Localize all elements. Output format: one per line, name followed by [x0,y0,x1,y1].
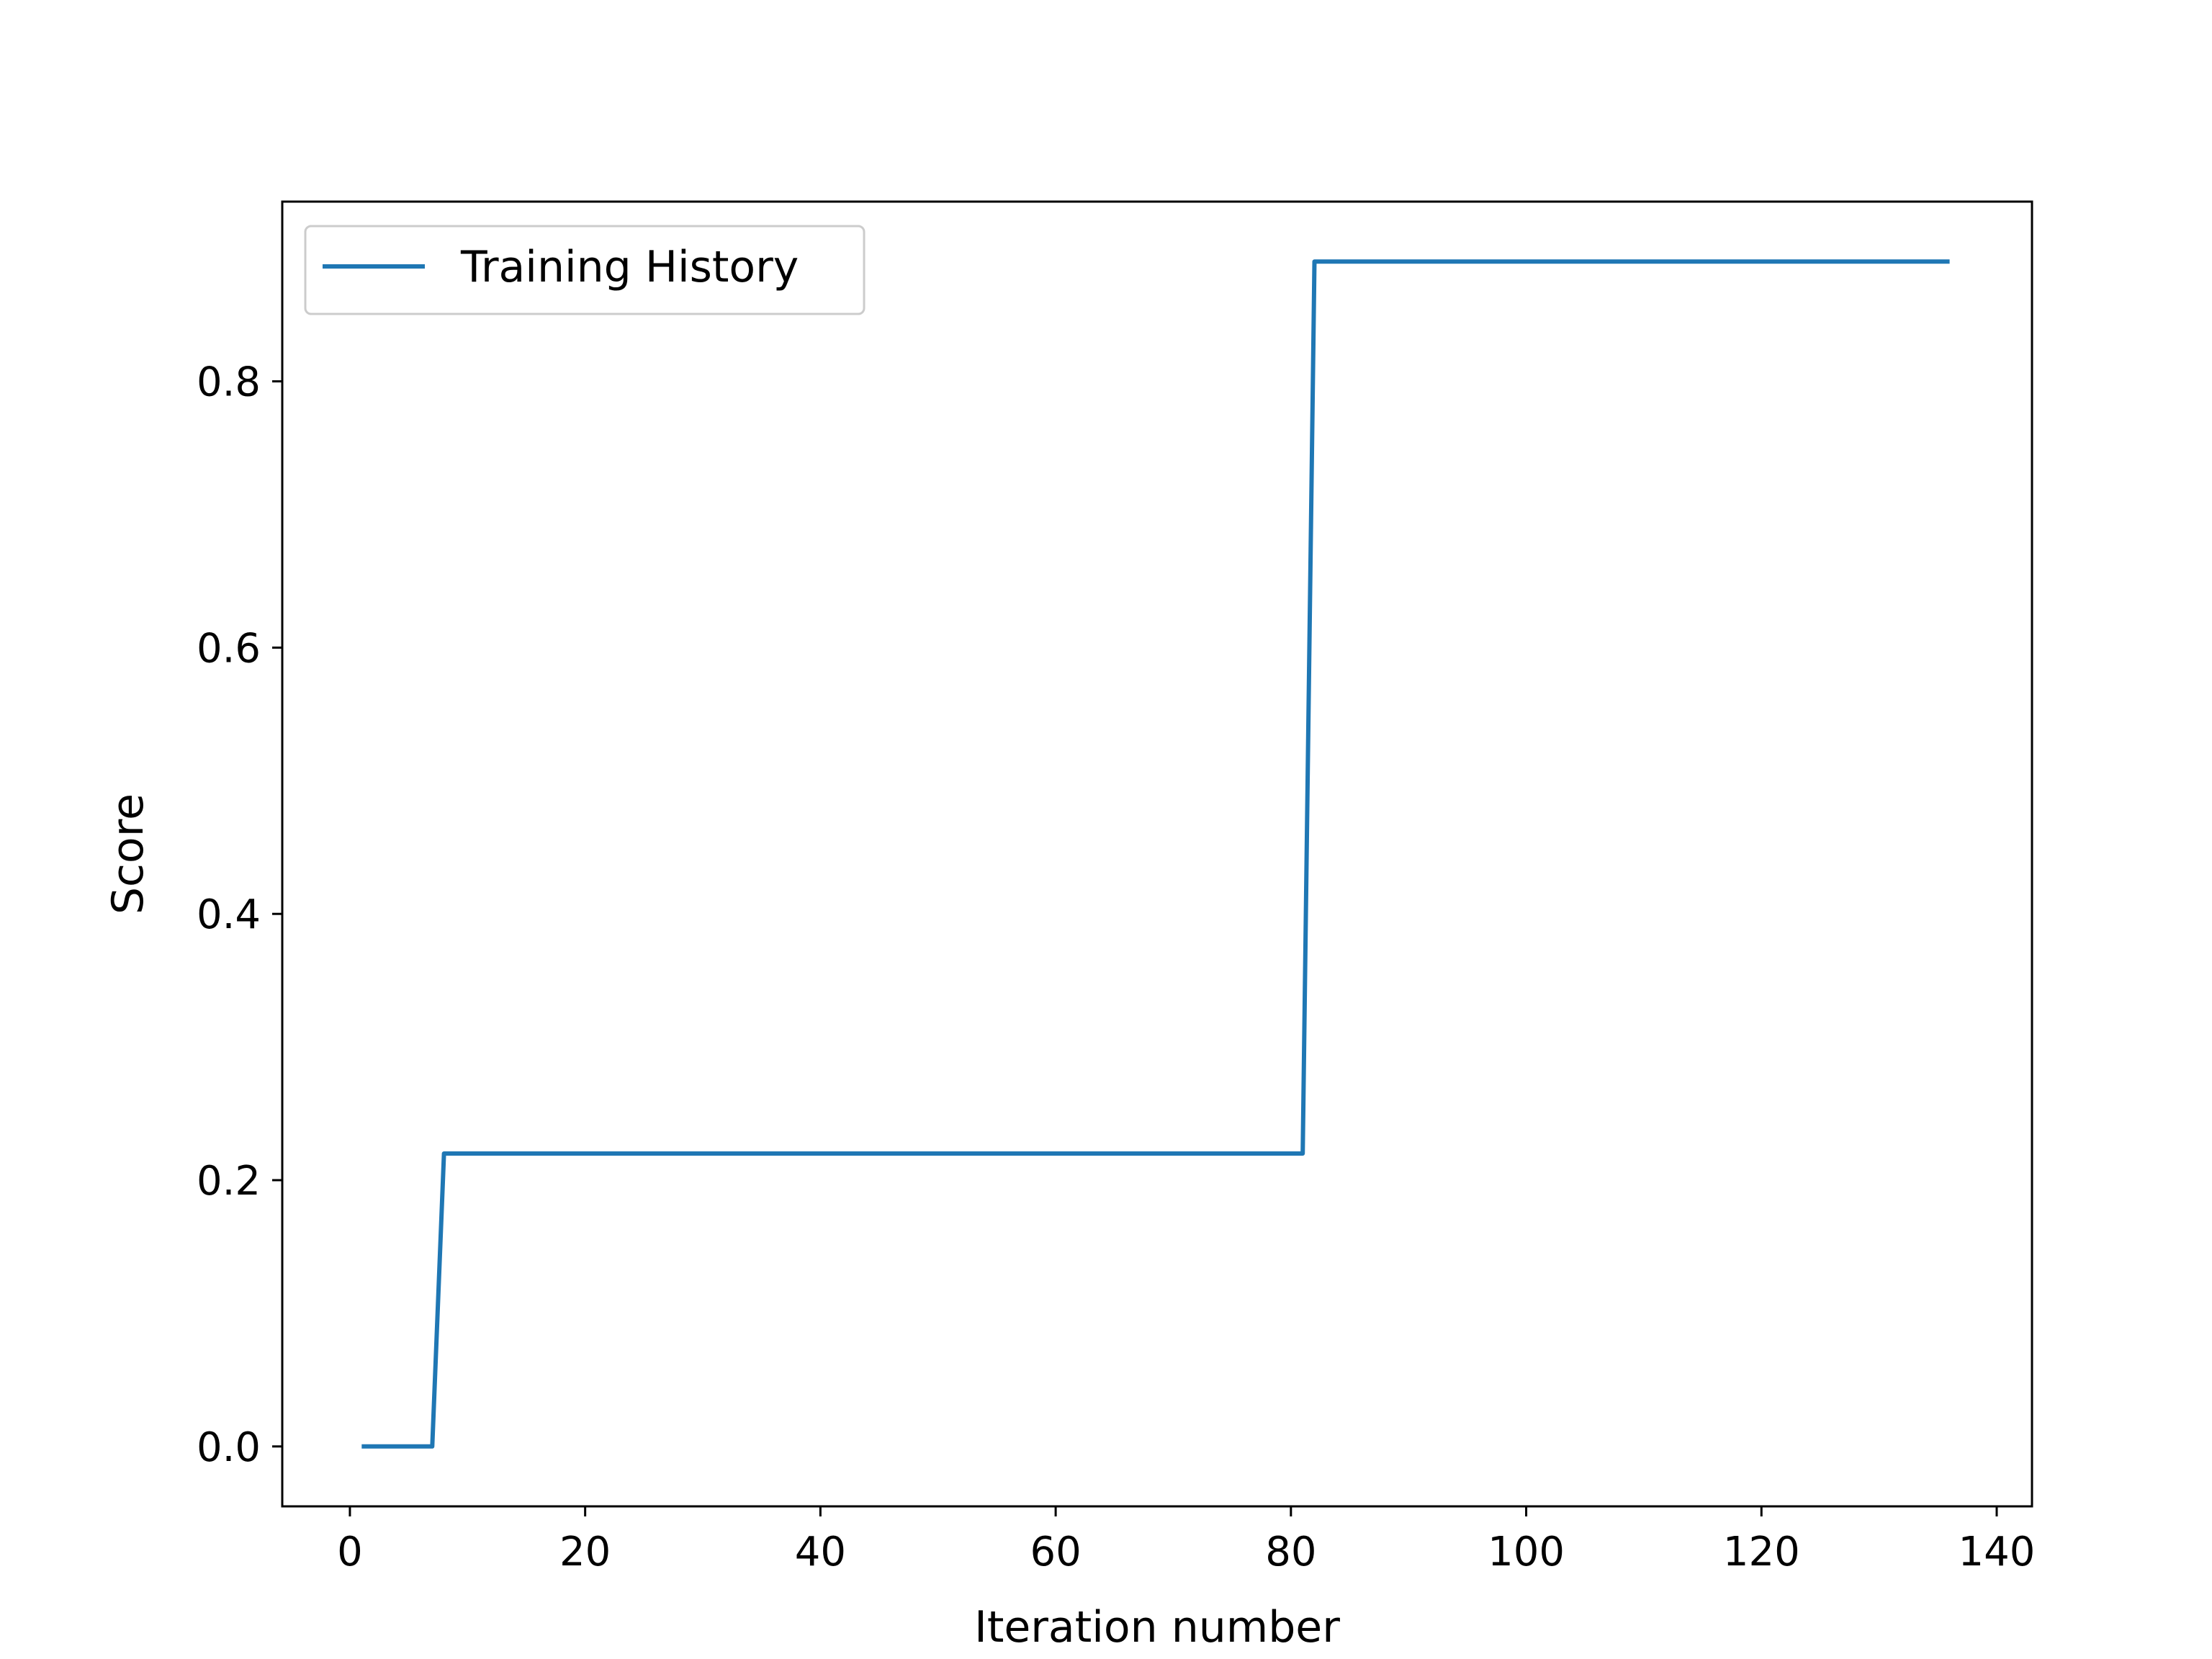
x-tick-label: 140 [1959,1529,2036,1575]
y-tick-label: 0.4 [197,891,261,938]
series-line-training-history [361,259,1950,1449]
x-tick-label: 120 [1723,1529,1800,1575]
x-tick-label: 80 [1265,1529,1316,1575]
plot-frame [281,200,2033,1508]
x-tick-label: 0 [337,1529,363,1575]
x-axis: 0 20 40 60 80 100 120 140 [337,1506,2035,1575]
legend-box [304,225,866,315]
legend: Training History [304,225,866,315]
x-tick-label: 100 [1488,1529,1565,1575]
y-tick-label: 0.0 [197,1424,261,1471]
y-tick-label: 0.8 [197,359,261,406]
y-tick-label: 0.6 [197,625,261,672]
y-axis: 0.0 0.2 0.4 0.6 0.8 [197,359,282,1471]
x-tick-label: 20 [559,1529,611,1575]
y-tick-label: 0.2 [197,1158,261,1205]
x-tick-label: 60 [1030,1529,1081,1575]
plot-area [282,202,2032,1506]
legend-label: Training History [460,242,799,292]
x-tick-label: 40 [795,1529,846,1575]
y-axis-label: Score [103,793,153,914]
x-axis-label: Iteration number [974,1602,1340,1653]
